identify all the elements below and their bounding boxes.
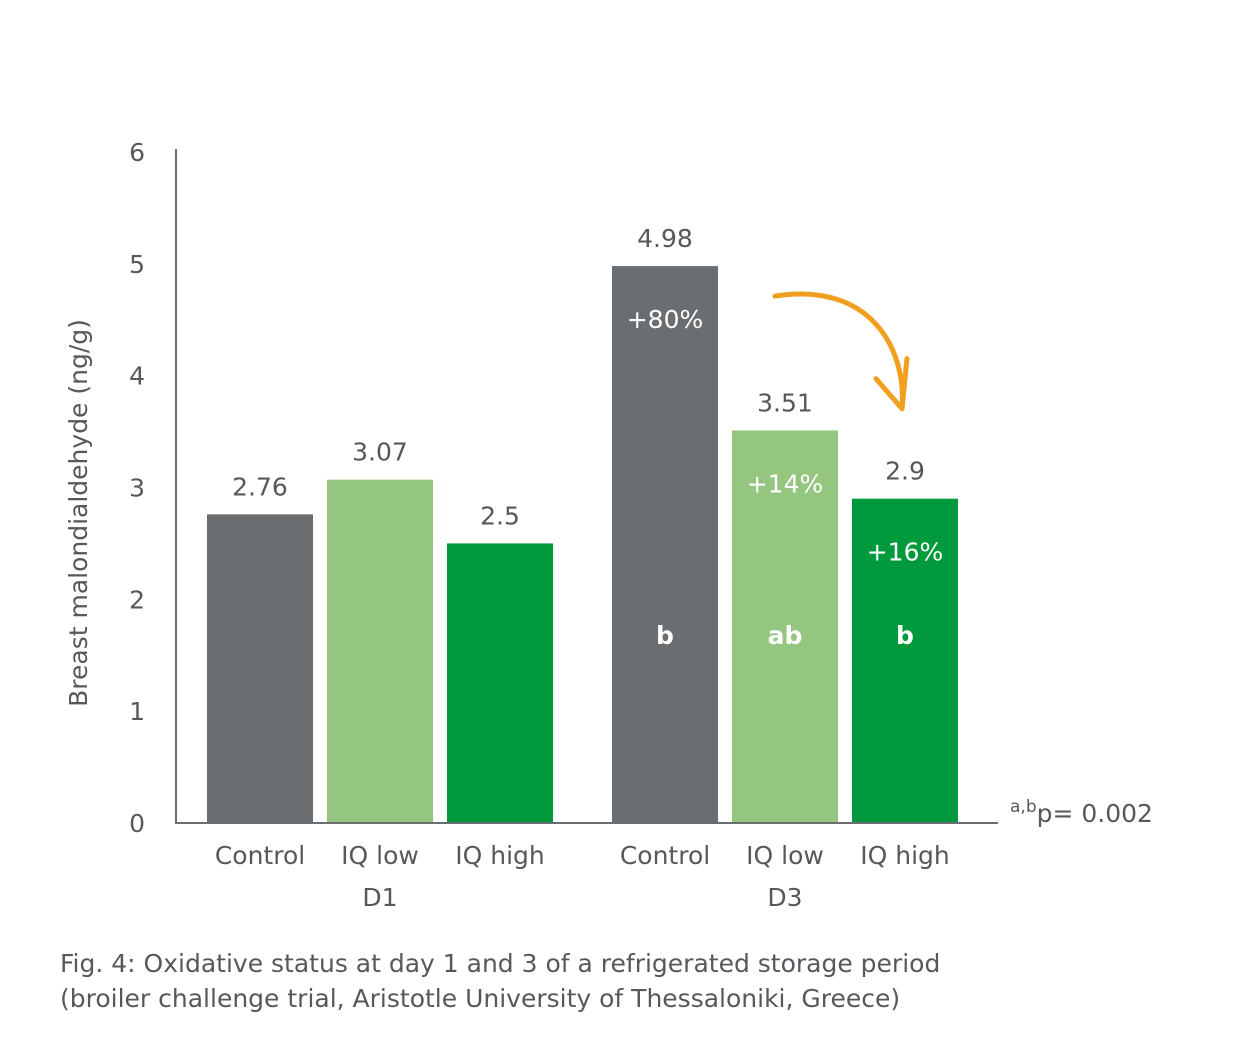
y-tick-label: 2 — [129, 585, 145, 614]
p-value-text: p= 0.002 — [1037, 799, 1153, 828]
caption-line-1: Fig. 4: Oxidative status at day 1 and 3 … — [60, 949, 941, 978]
bar-change-label: +80% — [627, 305, 704, 334]
x-group-label: D1 — [362, 883, 397, 912]
p-value-superscript: a,b — [1010, 797, 1037, 817]
bar-value-label: 2.5 — [480, 501, 520, 530]
y-axis-label: Breast malondialdehyde (ng/g) — [64, 319, 93, 707]
y-tick-label: 1 — [129, 697, 145, 726]
bar — [207, 514, 313, 823]
labels: 2.76 3.07 2.5 4.98 +80% b 3.51 +14% ab 2.9 +16% b — [232, 224, 943, 650]
figure-caption: Fig. 4: Oxidative status at day 1 and 3 … — [60, 946, 1210, 1016]
bar — [327, 479, 433, 823]
y-tick-label: 6 — [129, 138, 145, 167]
x-category-label: IQ low — [341, 841, 419, 870]
x-category-label: Control — [215, 841, 305, 870]
bar — [612, 266, 718, 823]
bar-significance-label: b — [896, 621, 914, 650]
x-category-label: IQ high — [455, 841, 545, 870]
x-category-label: IQ low — [746, 841, 824, 870]
y-axis: 0 1 2 3 4 5 6 — [129, 138, 177, 838]
bar-value-label: 3.51 — [757, 388, 813, 417]
bar-change-label: +16% — [867, 538, 944, 567]
bar-significance-label: b — [656, 621, 674, 650]
caption-line-2: (broiler challenge trial, Aristotle Univ… — [60, 984, 901, 1013]
x-category-label: Control — [620, 841, 710, 870]
p-value-label: a,bp= 0.002 — [1010, 797, 1153, 828]
bar-change-label: +14% — [747, 469, 824, 498]
bar-value-label: 3.07 — [352, 438, 408, 467]
y-tick-label: 3 — [129, 474, 145, 503]
bar-value-label: 4.98 — [637, 224, 693, 253]
y-tick-label: 5 — [129, 250, 145, 279]
bar-value-label: 2.9 — [885, 457, 925, 486]
bar-value-label: 2.76 — [232, 472, 288, 501]
arrow-head — [873, 356, 910, 412]
bars — [207, 266, 958, 823]
y-tick-label: 0 — [129, 809, 145, 838]
bar — [732, 430, 838, 823]
decrease-arrow-icon — [772, 291, 910, 412]
bar — [852, 498, 958, 823]
x-category-label: IQ high — [860, 841, 950, 870]
y-tick-label: 4 — [129, 362, 145, 391]
bar — [447, 543, 553, 823]
bar-significance-label: ab — [768, 621, 803, 650]
x-group-label: D3 — [767, 883, 802, 912]
x-axis: Control IQ low IQ high D1 Control IQ low IQ hi… — [176, 822, 998, 912]
